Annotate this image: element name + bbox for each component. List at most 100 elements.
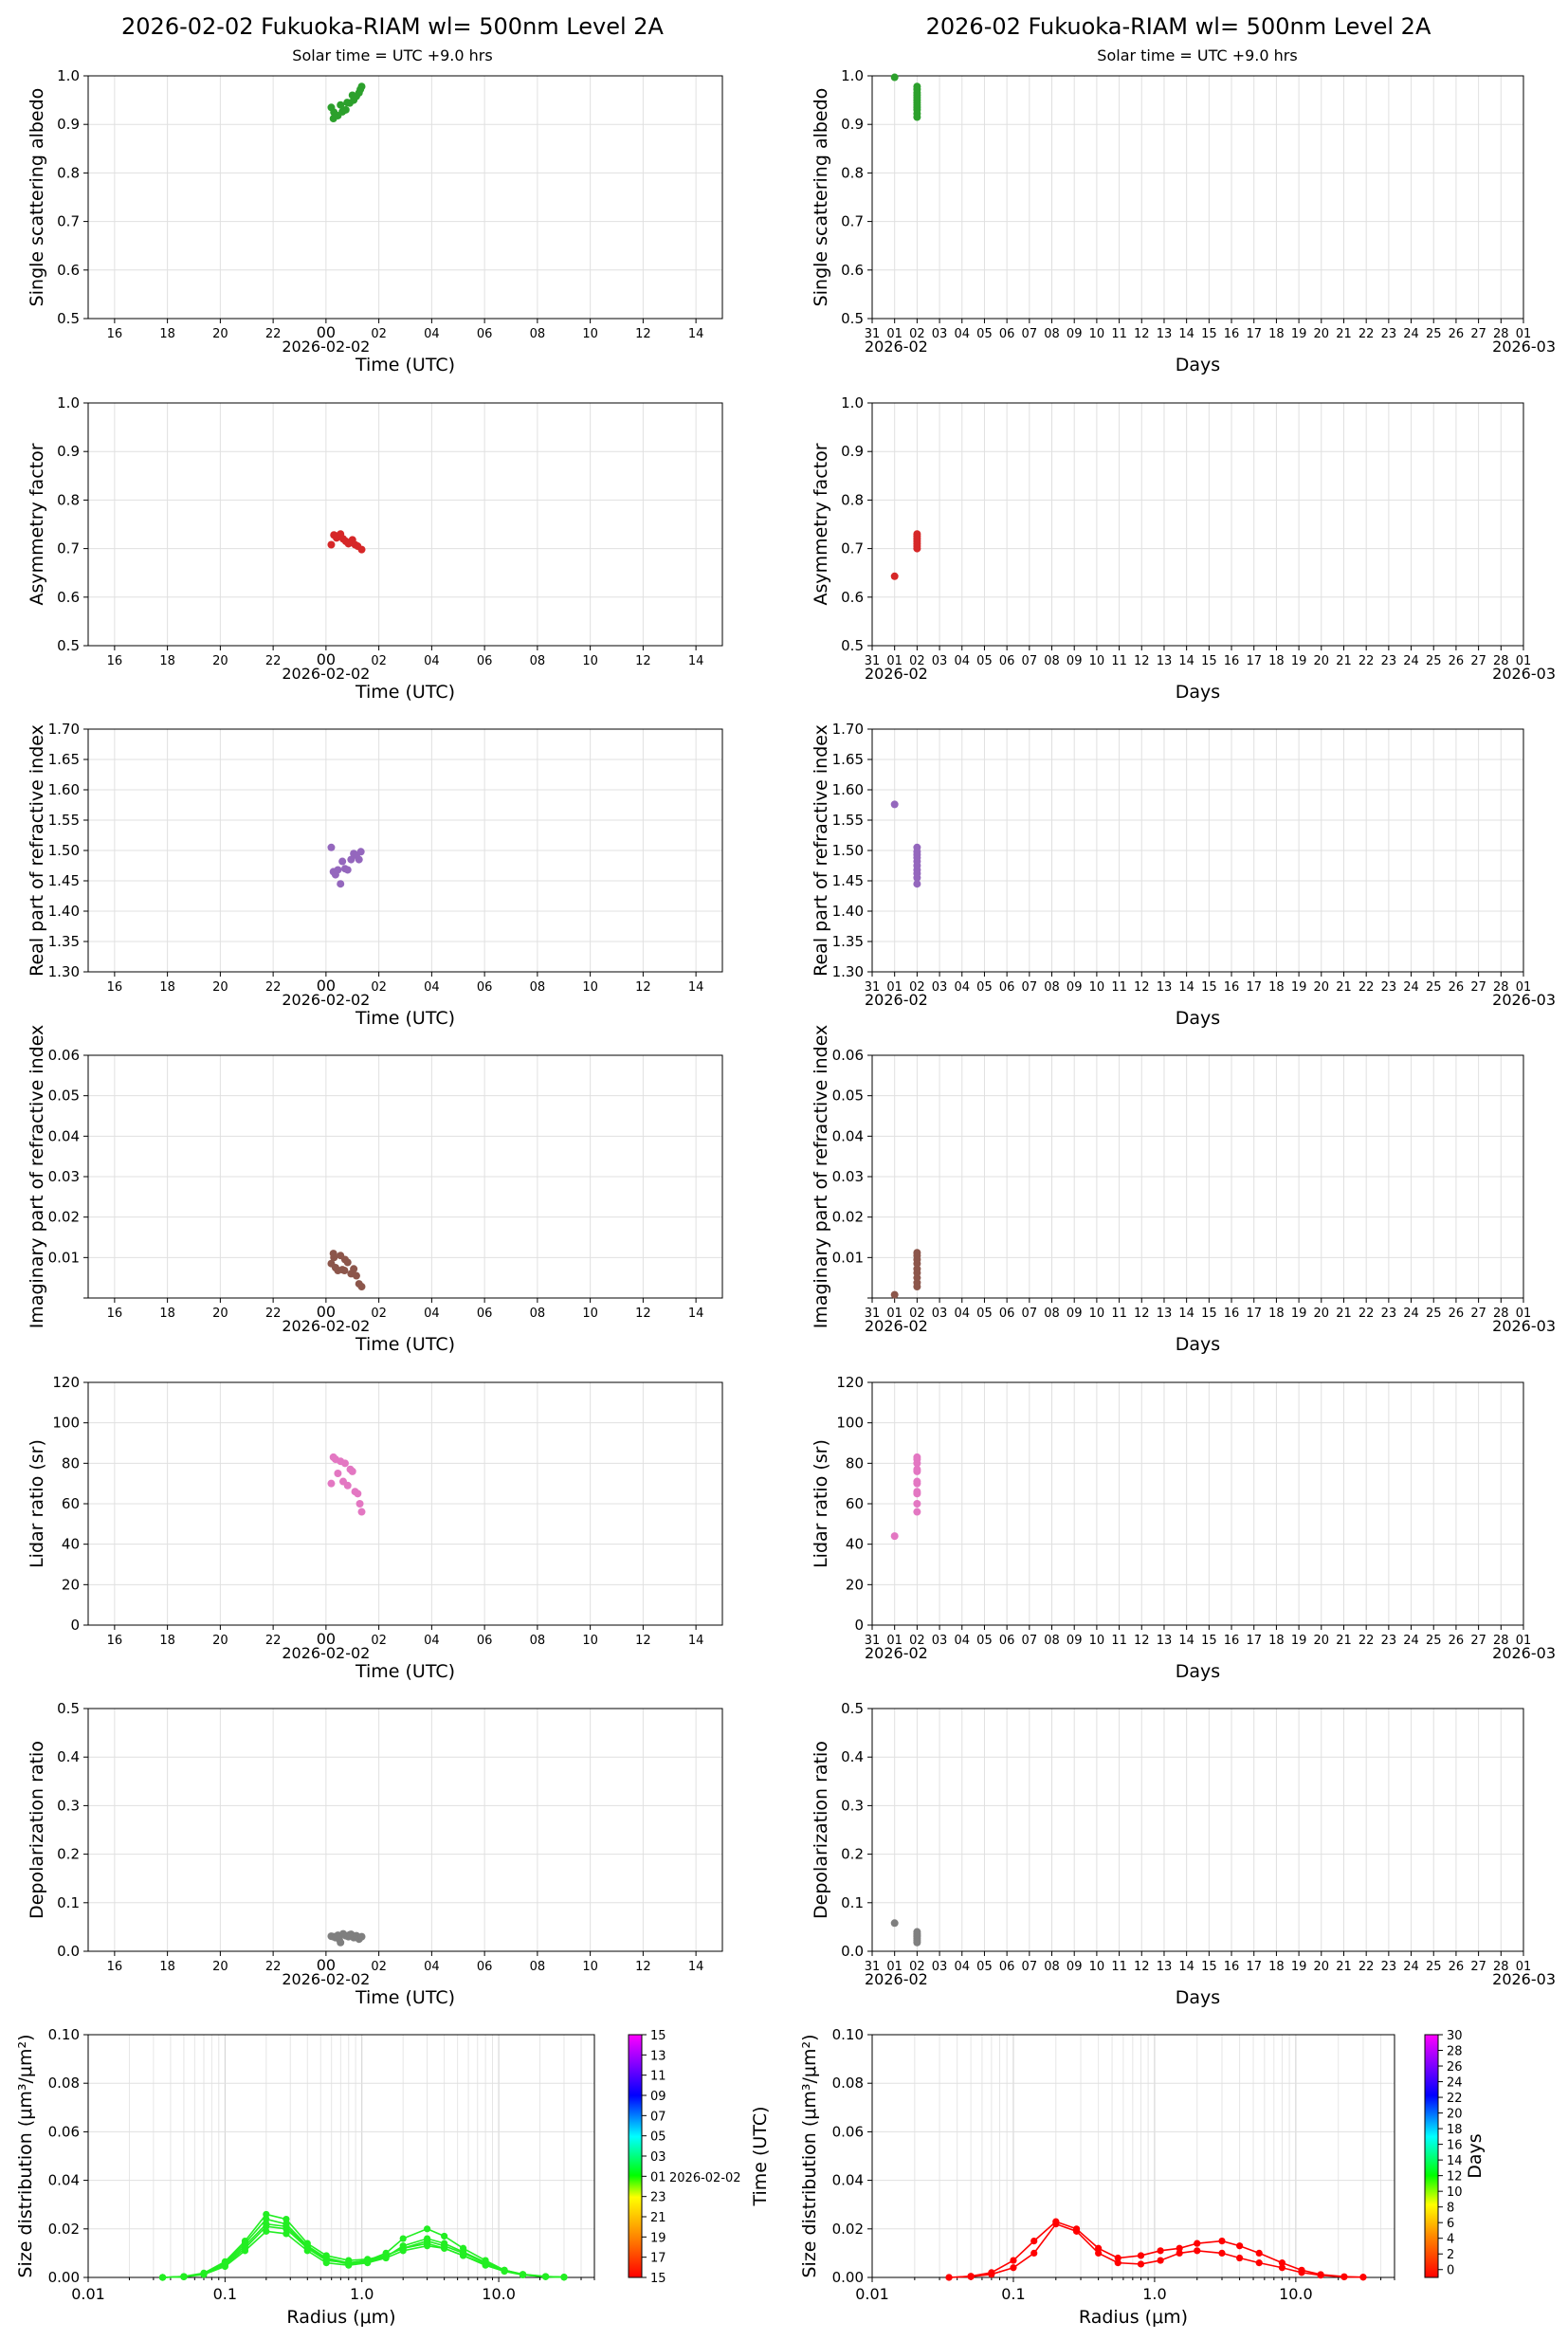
x-tick-label: 22 — [265, 980, 282, 995]
x-tick-label: 10 — [582, 654, 598, 668]
data-point — [560, 2274, 568, 2281]
colorbar-tick-label: 24 — [1447, 2076, 1463, 2091]
x-tick-label: 01 — [886, 1307, 903, 1321]
x-tick-label: 22 — [265, 1960, 282, 1974]
y-tick-label: 0.8 — [57, 164, 80, 181]
y-tick-label: 0.02 — [48, 2221, 80, 2238]
size-chart-13: 0.01 0.1 1.0 10.0 0.00 0.02 0.04 0.06 0.08 0.10 Si… — [799, 2026, 1395, 2328]
x-tick-label: 17 — [1246, 980, 1262, 995]
y-tick-label: 0.6 — [57, 262, 80, 279]
x-tick-label: 04 — [954, 1307, 970, 1321]
x-tick-label: 10.0 — [1279, 2285, 1313, 2303]
chart-9: 31 01 02 03 04 05 06 07 08 09 10 11 12 13 14 15 16 17 18 19… — [811, 1374, 1556, 1682]
data-point — [890, 73, 899, 82]
x-tick-label: 19 — [1291, 1960, 1307, 1974]
axes-frame — [871, 1708, 1524, 1952]
x-tick-label: 17 — [1246, 327, 1262, 341]
data-point — [482, 2258, 489, 2266]
y-tick-label: 0.06 — [832, 1047, 864, 1064]
data-point — [158, 2274, 167, 2281]
x-axis-label: Time (UTC) — [355, 1334, 455, 1355]
colorbar-tick-label: 10 — [1447, 2185, 1463, 2200]
y-tick-label: 0.7 — [841, 540, 864, 558]
x-axis-label: Days — [1176, 1008, 1220, 1029]
data-point — [913, 1928, 921, 1936]
data-point — [356, 1500, 364, 1508]
data-point — [241, 2238, 249, 2245]
x-tick-label: 27 — [1470, 654, 1486, 668]
x-tick-label: 01 — [886, 654, 903, 668]
x-tick-label: 06 — [477, 1307, 493, 1321]
y-tick-label: 1.0 — [57, 394, 80, 411]
y-tick-label: 0.00 — [832, 2269, 864, 2286]
y-tick-label: 0.10 — [832, 2026, 864, 2043]
data-point — [303, 2243, 311, 2251]
data-point — [1317, 2272, 1324, 2279]
data-point — [348, 91, 356, 100]
x-tick-label: 00 — [317, 1303, 336, 1321]
x-tick-label: 00 — [317, 650, 336, 668]
axes-frame — [871, 1381, 1524, 1626]
x-tick-label: 08 — [530, 980, 546, 995]
colorbar-tick-label: 23 — [650, 2191, 666, 2205]
x-tick-label: 28 — [1493, 327, 1509, 341]
x-tick-label: 16 — [107, 1960, 123, 1974]
x-tick-label: 00 — [317, 1630, 336, 1648]
x-tick-label: 14 — [688, 1307, 704, 1321]
y-tick-label: 1.50 — [832, 842, 864, 859]
x-tick-label: 01 — [886, 980, 903, 995]
data-point — [283, 2222, 290, 2230]
x-tick-label: 07 — [1022, 1307, 1038, 1321]
axes-frame — [87, 728, 723, 973]
data-point — [967, 2273, 975, 2280]
y-tick-label: 1.70 — [48, 721, 80, 738]
x-tick-label: 20 — [212, 980, 228, 995]
data-point — [1010, 2264, 1017, 2272]
data-point — [356, 848, 365, 856]
x-tick-label: 11 — [1111, 980, 1127, 995]
x-tick-label: 06 — [999, 1960, 1015, 1974]
data-point — [913, 530, 921, 539]
x-tick-label: 01 — [1516, 1960, 1532, 1974]
y-tick-label: 40 — [846, 1536, 864, 1553]
y-tick-label: 1.50 — [48, 842, 80, 859]
chart-6: 16 18 20 22 00 02 04 06 08 10 12 14 0.01 0.02 0.03 0.04… — [27, 1025, 723, 1355]
data-point — [424, 2239, 431, 2247]
data-point — [1218, 2249, 1226, 2257]
axes-frame — [87, 1381, 723, 1626]
data-point — [356, 85, 365, 94]
x-tick-label: 23 — [1381, 980, 1397, 995]
chart-5: 31 01 02 03 04 05 06 07 08 09 10 11 12 13 14 15 16 17 18 19… — [811, 721, 1556, 1029]
x-tick-label: 25 — [1426, 1307, 1442, 1321]
data-point — [341, 105, 350, 114]
x-tick-label: 02 — [909, 327, 925, 341]
data-point — [340, 1459, 349, 1468]
y-tick-label: 1.0 — [841, 67, 864, 84]
x-tick-label: 04 — [424, 1307, 440, 1321]
data-point — [1010, 2257, 1017, 2264]
colorbar-tick-label: 09 — [650, 2090, 666, 2104]
x-tick-label: 14 — [1178, 1960, 1194, 1974]
x-tick-label: 10 — [1089, 654, 1105, 668]
y-tick-label: 80 — [846, 1454, 864, 1472]
x-tick-label: 22 — [1358, 1960, 1375, 1974]
x-axis-label: Radius (μm) — [286, 2307, 395, 2328]
x-tick-label: 28 — [1493, 980, 1509, 995]
x-tick-label: 22 — [265, 327, 282, 341]
y-tick-label: 1.45 — [48, 872, 80, 889]
x-tick-label: 08 — [1044, 1960, 1060, 1974]
x-tick-label: 08 — [1044, 980, 1060, 995]
y-tick-label: 0.02 — [832, 1209, 864, 1226]
data-point — [913, 1465, 921, 1473]
y-tick-label: 1.30 — [48, 963, 80, 980]
x-tick-label: 0.1 — [213, 2285, 237, 2303]
data-point — [180, 2273, 188, 2280]
x-tick-label: 23 — [1381, 1307, 1397, 1321]
x-tick-label: 28 — [1493, 1634, 1509, 1648]
x-tick-label: 02 — [371, 980, 387, 995]
month-start-label: 2026-02 — [865, 1644, 928, 1662]
x-tick-label: 10.0 — [482, 2285, 516, 2303]
x-tick-label: 24 — [1403, 1634, 1419, 1648]
x-tick-label: 21 — [1336, 980, 1352, 995]
x-tick-label: 21 — [1336, 327, 1352, 341]
